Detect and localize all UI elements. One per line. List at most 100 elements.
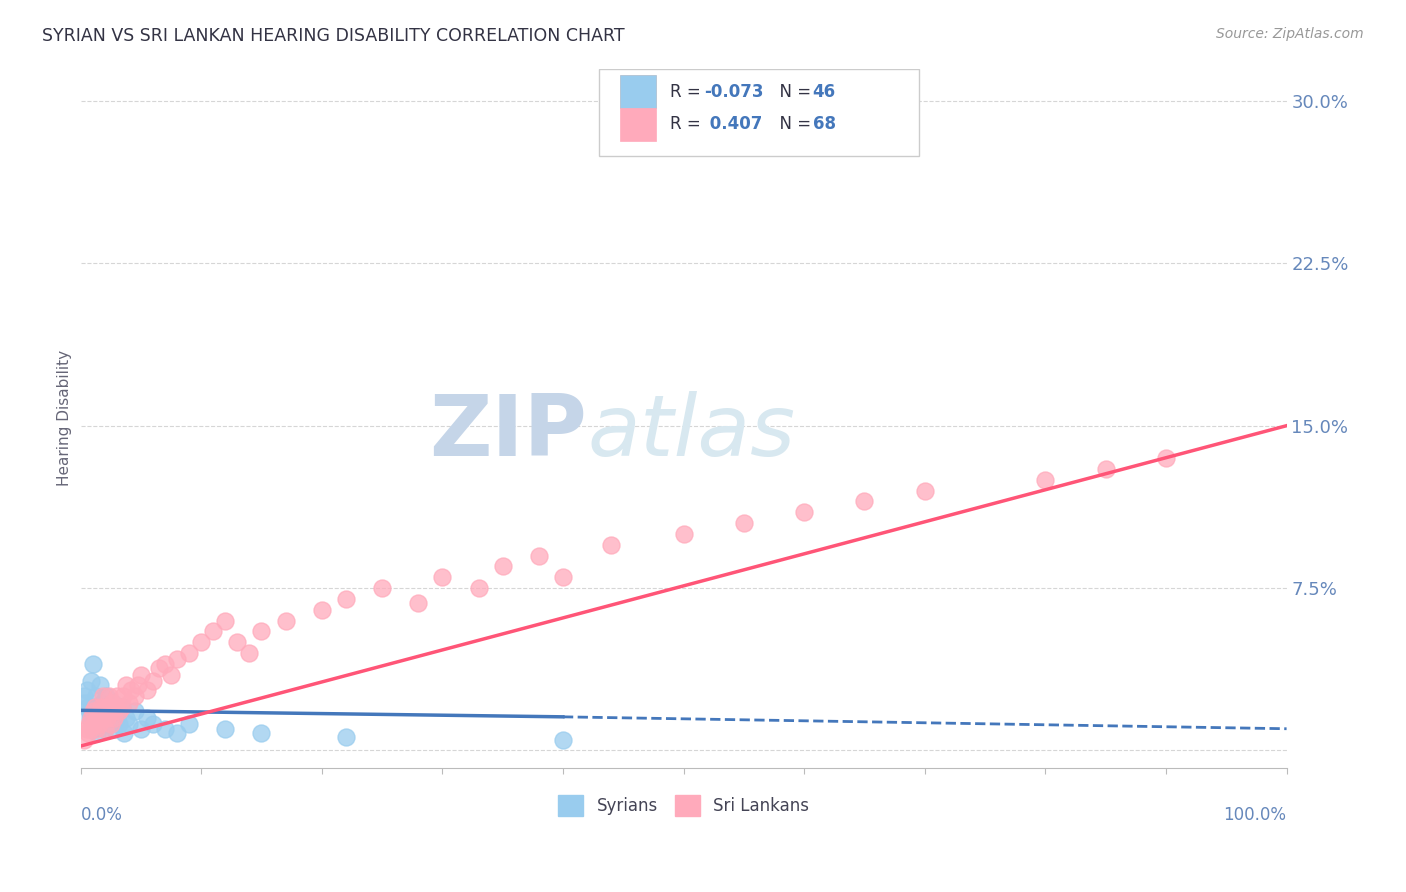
Point	[75, 696, 97, 710]
Point	[124, 705, 146, 719]
Text: -0.073: -0.073	[704, 83, 763, 101]
Point	[100, 711, 122, 725]
Point	[82, 722, 104, 736]
Point	[76, 700, 98, 714]
Point	[177, 717, 200, 731]
Point	[93, 711, 115, 725]
Point	[135, 711, 157, 725]
Point	[97, 700, 120, 714]
Text: 68: 68	[813, 115, 835, 134]
Point	[91, 711, 114, 725]
Point	[311, 603, 333, 617]
Point	[153, 722, 176, 736]
FancyBboxPatch shape	[599, 69, 918, 156]
Point	[103, 722, 125, 736]
Point	[82, 711, 104, 725]
FancyBboxPatch shape	[620, 108, 655, 141]
Point	[93, 722, 115, 736]
Point	[527, 549, 550, 563]
Point	[135, 682, 157, 697]
Point	[148, 661, 170, 675]
Point	[733, 516, 755, 530]
Point	[127, 678, 149, 692]
Point	[82, 657, 104, 671]
Point	[118, 696, 141, 710]
Point	[110, 700, 132, 714]
Point	[89, 705, 111, 719]
Point	[97, 700, 120, 714]
Point	[177, 646, 200, 660]
Point	[124, 690, 146, 704]
Point	[491, 559, 513, 574]
Point	[84, 690, 107, 704]
Point	[226, 635, 249, 649]
Point	[86, 726, 108, 740]
Point	[76, 722, 98, 736]
Point	[105, 711, 128, 725]
Point	[98, 690, 121, 704]
Point	[93, 722, 115, 736]
Point	[96, 705, 118, 719]
Point	[93, 690, 115, 704]
Text: 100.0%: 100.0%	[1223, 806, 1286, 824]
Point	[104, 705, 127, 719]
Point	[77, 717, 100, 731]
Text: 0.407: 0.407	[704, 115, 762, 134]
Point	[84, 700, 107, 714]
Point	[76, 682, 98, 697]
Point	[467, 581, 489, 595]
Point	[82, 705, 104, 719]
Point	[87, 705, 110, 719]
Point	[101, 696, 124, 710]
Point	[105, 690, 128, 704]
Point	[80, 711, 103, 725]
Point	[238, 646, 260, 660]
Point	[551, 570, 574, 584]
Point	[73, 732, 96, 747]
Point	[80, 674, 103, 689]
Point	[87, 717, 110, 731]
Point	[214, 614, 236, 628]
Point	[111, 690, 134, 704]
Point	[110, 700, 132, 714]
Point	[104, 700, 127, 714]
Point	[94, 690, 117, 704]
Point	[335, 731, 357, 745]
Point	[153, 657, 176, 671]
Point	[166, 652, 188, 666]
Text: SYRIAN VS SRI LANKAN HEARING DISABILITY CORRELATION CHART: SYRIAN VS SRI LANKAN HEARING DISABILITY …	[42, 27, 624, 45]
Text: N =: N =	[769, 83, 817, 101]
Point	[101, 700, 124, 714]
Point	[101, 696, 124, 710]
Text: R =: R =	[671, 115, 706, 134]
Text: 46: 46	[813, 83, 835, 101]
Point	[214, 722, 236, 736]
Point	[432, 570, 454, 584]
Point	[115, 711, 138, 725]
Point	[100, 717, 122, 731]
Point	[600, 538, 623, 552]
Point	[120, 682, 142, 697]
Point	[142, 717, 165, 731]
Point	[190, 635, 212, 649]
Text: atlas: atlas	[588, 391, 794, 474]
Point	[101, 705, 124, 719]
Point	[129, 722, 152, 736]
Point	[793, 505, 815, 519]
Text: 0.0%: 0.0%	[80, 806, 122, 824]
Point	[914, 483, 936, 498]
Point	[73, 690, 96, 704]
Point	[86, 711, 108, 725]
Point	[202, 624, 225, 639]
Point	[112, 726, 135, 740]
Point	[84, 700, 107, 714]
Point	[371, 581, 394, 595]
Point	[672, 527, 695, 541]
Legend: Syrians, Sri Lankans: Syrians, Sri Lankans	[551, 789, 815, 822]
Point	[853, 494, 876, 508]
Point	[79, 711, 101, 725]
Point	[406, 596, 429, 610]
Point	[1035, 473, 1057, 487]
Text: R =: R =	[671, 83, 706, 101]
Point	[1154, 451, 1177, 466]
